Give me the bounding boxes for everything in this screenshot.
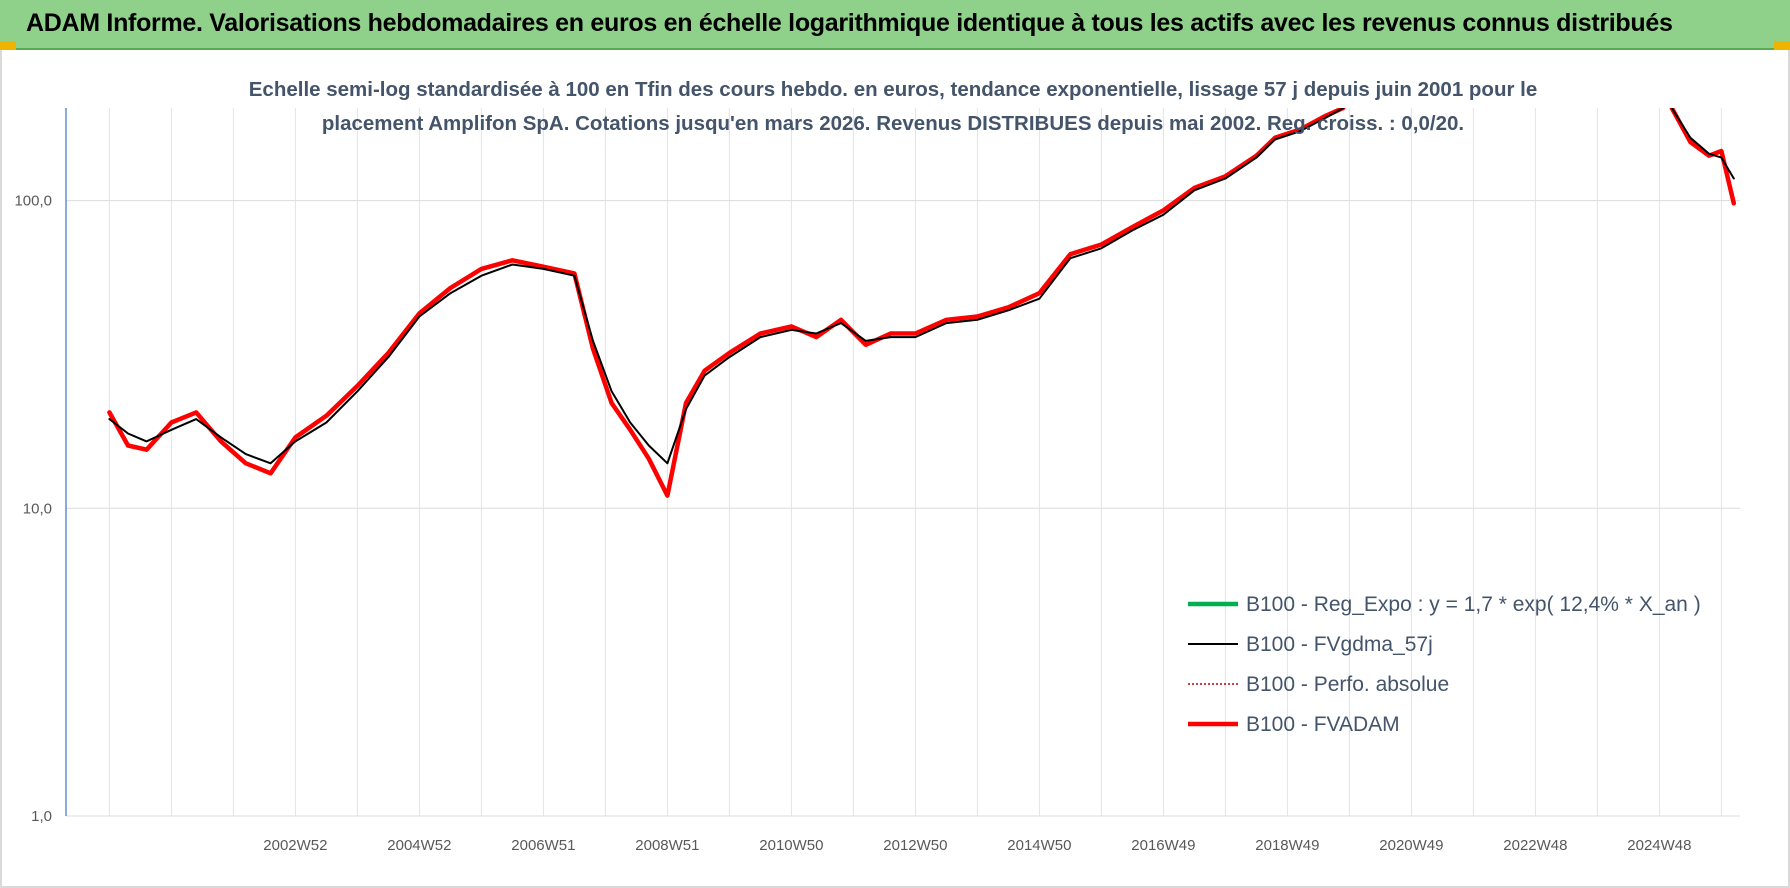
x-tick-label: 2020W49 (1379, 837, 1443, 854)
subtitle-line-2: placement Amplifon SpA. Cotations jusqu'… (322, 112, 1464, 135)
chart-frame (0, 50, 1790, 888)
legend-label: B100 - Perfo. absolue (1246, 673, 1449, 696)
series-line-3 (108, 108, 1735, 497)
series-layer (107, 108, 1737, 498)
x-tick-label: 2004W52 (387, 837, 451, 854)
grid (66, 108, 1740, 817)
y-tick-label: 10,0 (23, 500, 52, 517)
series-line-2 (108, 108, 1735, 465)
subtitle-line-1: Echelle semi-log standardisée à 100 en T… (249, 78, 1538, 101)
legend-label: B100 - FVADAM (1246, 713, 1400, 736)
x-tick-label: 2022W48 (1503, 837, 1567, 854)
y-tick-label: 1,0 (31, 808, 52, 825)
page-title: ADAM Informe. Valorisations hebdomadaire… (26, 9, 1673, 37)
x-tick-label: 2016W49 (1131, 837, 1195, 854)
axes: 1,0 10,0 100,0 2002W52 2004W52 2006W51 2008W51… (14, 108, 1692, 854)
chart-subtitle: Echelle semi-log standardisée à 100 en T… (249, 78, 1538, 135)
x-tick-label: 2012W50 (883, 837, 947, 854)
x-tick-label: 2002W52 (263, 837, 327, 854)
x-tick-label: 2008W51 (635, 837, 699, 854)
x-tick-label: 2010W50 (759, 837, 823, 854)
legend: B100 - Reg_Expo : y = 1,7 * exp( 12,4% *… (1188, 593, 1701, 736)
x-tick-label: 2006W51 (511, 837, 575, 854)
y-tick-label: 100,0 (14, 193, 52, 210)
x-tick-label: 2014W50 (1007, 837, 1071, 854)
corner-marker-right (1774, 41, 1790, 50)
corner-marker-left (0, 41, 16, 50)
x-tick-label: 2018W49 (1255, 837, 1319, 854)
header-bar: ADAM Informe. Valorisations hebdomadaire… (0, 0, 1790, 50)
legend-label: B100 - FVgdma_57j (1246, 633, 1433, 656)
legend-label: B100 - Reg_Expo : y = 1,7 * exp( 12,4% *… (1246, 593, 1701, 616)
series-line-4 (107, 108, 1737, 498)
x-tick-label: 2024W48 (1627, 837, 1691, 854)
